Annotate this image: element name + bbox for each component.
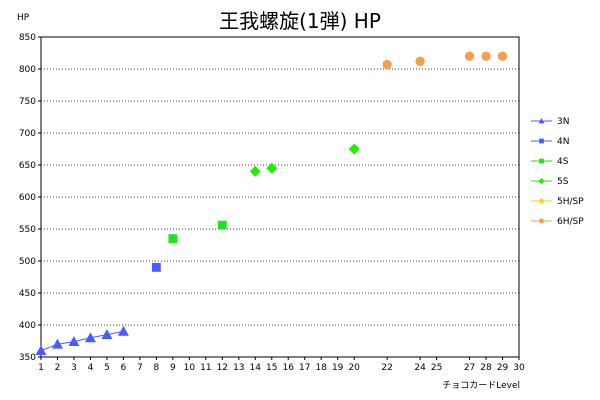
- y-tick-label: 650: [19, 161, 36, 171]
- x-tick-label: 20: [348, 363, 360, 373]
- data-point: [68, 336, 80, 347]
- series-5s: [249, 143, 360, 177]
- data-point: [217, 220, 227, 230]
- x-tick-label: 18: [315, 363, 327, 373]
- data-point: [151, 263, 161, 272]
- y-tick-label: 600: [19, 193, 36, 203]
- y-tick-label: 800: [19, 65, 36, 75]
- y-tick-label: 400: [19, 321, 36, 331]
- x-tick-label: 2: [55, 363, 61, 373]
- x-tick-label: 5: [104, 363, 110, 373]
- x-tick-label: 9: [170, 363, 176, 373]
- y-tick-label: 750: [19, 97, 36, 107]
- legend-marker: [538, 198, 545, 204]
- x-tick-label: 27: [464, 363, 475, 373]
- series-4s: [168, 220, 227, 243]
- data-point: [101, 329, 113, 339]
- data-point: [382, 59, 392, 70]
- legend-label: 4N: [557, 137, 569, 147]
- series-group: [35, 51, 508, 355]
- data-point: [497, 51, 508, 61]
- legend-marker: [539, 158, 544, 164]
- legend-marker: [538, 178, 545, 184]
- legend: 3N 4N 4S 5S 5H/SP 6H/SP: [531, 117, 584, 227]
- legend-marker: [538, 118, 545, 124]
- x-tick-label: 3: [71, 363, 77, 373]
- y-tick-label: 550: [19, 225, 36, 235]
- legend-marker: [539, 138, 544, 144]
- x-tick-label: 24: [414, 363, 426, 373]
- x-tick-label: 17: [299, 363, 310, 373]
- series-4n: [151, 263, 161, 272]
- x-tick-label: 19: [332, 363, 344, 373]
- x-tick-label: 28: [480, 363, 492, 373]
- y-tick-label: 350: [19, 353, 36, 363]
- data-point: [51, 338, 63, 349]
- legend-label: 4S: [557, 157, 569, 167]
- x-tick-label: 12: [217, 363, 228, 373]
- y-axis-label: HP: [17, 13, 30, 23]
- x-tick-label: 15: [266, 363, 277, 373]
- x-tick-label: 4: [88, 363, 94, 373]
- data-point: [348, 143, 360, 155]
- x-tick-label: 16: [283, 363, 295, 373]
- y-tick-label: 850: [19, 33, 36, 43]
- chart-title: 王我螺旋(1弾) HP: [219, 9, 381, 33]
- x-axis-label: チョコカードLevel: [442, 380, 520, 391]
- series-6h-sp: [382, 51, 508, 70]
- legend-marker: [538, 218, 545, 224]
- x-tick-label: 10: [184, 363, 196, 373]
- data-point: [415, 56, 425, 66]
- data-point: [35, 345, 47, 355]
- y-tick-label: 450: [19, 289, 36, 299]
- plot-area: [40, 36, 520, 358]
- x-tick-label: 30: [513, 363, 525, 373]
- x-tick-label: 13: [233, 363, 244, 373]
- data-point: [117, 325, 129, 336]
- x-tick-label: 1: [38, 363, 44, 373]
- legend-label: 5H/SP: [557, 197, 584, 207]
- data-point: [464, 51, 475, 61]
- data-point: [84, 332, 96, 343]
- legend-label: 6H/SP: [557, 217, 584, 227]
- data-point: [168, 234, 178, 243]
- data-point: [481, 51, 491, 61]
- x-tick-label: 14: [250, 363, 262, 373]
- x-tick-label: 25: [431, 363, 442, 373]
- x-tick-label: 29: [497, 363, 509, 373]
- y-tick-label: 700: [19, 129, 36, 139]
- legend-label: 3N: [557, 117, 569, 127]
- x-tick-label: 22: [381, 363, 392, 373]
- x-tick-label: 6: [121, 363, 127, 373]
- x-tick-label: 8: [154, 363, 160, 373]
- x-tick-label: 7: [137, 363, 143, 373]
- series-3n: [35, 325, 129, 355]
- x-tick-label: 11: [200, 363, 211, 373]
- grid: [41, 68, 519, 326]
- data-point: [266, 162, 278, 174]
- legend-label: 5S: [557, 177, 569, 187]
- data-point: [249, 165, 261, 177]
- y-tick-label: 500: [19, 257, 36, 267]
